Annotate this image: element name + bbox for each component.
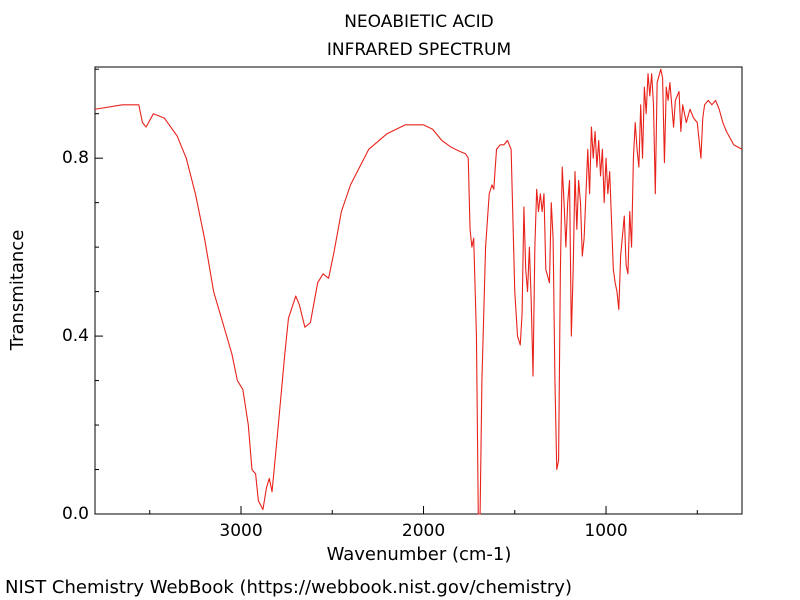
y-tick-label: 0.8 [62, 148, 89, 168]
chart-title: NEOABIETIC ACID [344, 12, 494, 32]
x-tick-label: 2000 [402, 521, 445, 541]
y-tick-label: 0.4 [62, 326, 89, 346]
x-tick-label: 3000 [219, 521, 262, 541]
chart-subtitle: INFRARED SPECTRUM [327, 40, 511, 60]
spectrum-line [94, 68, 743, 515]
y-axis-label: Transmitance [7, 230, 28, 352]
footer: NIST Chemistry WebBook (https://webbook.… [5, 577, 572, 598]
x-axis-label: Wavenumber (cm-1) [327, 544, 512, 565]
x-tick-label: 1000 [584, 521, 627, 541]
plot-frame [94, 66, 743, 515]
y-tick-label: 0.0 [62, 504, 89, 524]
